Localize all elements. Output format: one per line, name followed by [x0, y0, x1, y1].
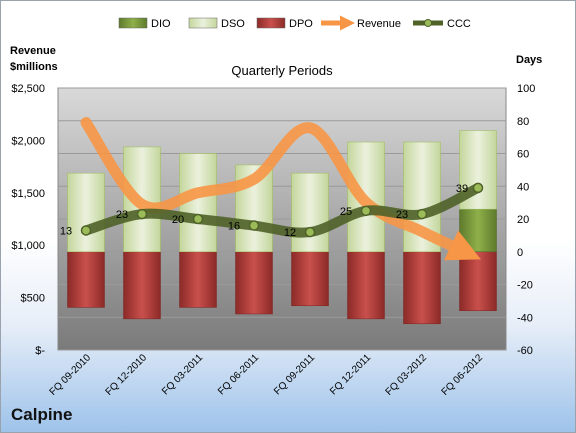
category-label: FQ 09-2010 — [48, 352, 94, 398]
chart-title: Quarterly Periods — [231, 63, 333, 78]
bar-dpo — [179, 251, 217, 308]
bar-dpo — [291, 251, 329, 307]
legend-swatch-dio — [118, 17, 148, 29]
legend-label: CCC — [447, 18, 471, 30]
ccc-data-label: 39 — [456, 183, 468, 195]
ccc-data-label: 25 — [340, 206, 352, 218]
category-label: FQ 09-2011 — [272, 352, 317, 397]
ccc-point — [248, 220, 260, 231]
bar-dpo — [403, 251, 441, 325]
category-label: FQ 12-2010 — [104, 352, 150, 398]
ccc-point — [80, 225, 92, 236]
category-label: FQ 06-2012 — [440, 352, 486, 398]
left-tick-label: $500 — [21, 293, 45, 305]
ccc-point — [192, 213, 204, 225]
ccc-data-label: 20 — [172, 214, 184, 226]
legend-label: DSO — [221, 18, 245, 30]
left-tick-label: $2,500 — [11, 83, 45, 95]
bar-dpo — [459, 251, 497, 311]
right-axis-title: Days — [516, 54, 542, 66]
revenue-line — [80, 117, 481, 261]
right-tick-label: -20 — [517, 280, 533, 292]
left-axis-title: Revenue — [10, 45, 56, 57]
left-tick-label: $1,500 — [11, 188, 45, 200]
ccc-data-label: 23 — [116, 209, 128, 221]
left-tick-label: $1,000 — [11, 240, 45, 252]
ccc-data-label: 16 — [228, 221, 240, 233]
ccc-point — [136, 208, 148, 220]
category-label: FQ 06-2011 — [216, 352, 261, 397]
legend-label: DIO — [151, 18, 171, 30]
ccc-data-label: 23 — [396, 209, 408, 221]
legend-label: DPO — [289, 18, 313, 30]
category-label: FQ 12-2011 — [328, 352, 373, 397]
right-tick-label: 0 — [517, 247, 523, 259]
bar-dso — [347, 141, 385, 253]
bar-dio — [459, 208, 497, 253]
right-tick-label: 60 — [517, 149, 529, 161]
left-tick-label: $2,000 — [11, 135, 45, 147]
legend-swatch-dso — [188, 17, 218, 29]
right-tick-label: -60 — [517, 345, 533, 357]
bar-dpo — [347, 251, 385, 320]
legend-label: Revenue — [357, 18, 401, 30]
bar-dso — [291, 172, 329, 252]
category-label: FQ 03-2012 — [384, 352, 430, 398]
ccc-point — [360, 205, 372, 217]
left-axis-title-units: $millions — [10, 61, 58, 73]
bar-dso — [67, 172, 105, 252]
ccc-point — [416, 208, 428, 220]
ccc-data-label: 13 — [60, 225, 72, 237]
right-tick-label: -40 — [517, 312, 533, 324]
ccc-point — [472, 182, 484, 194]
ccc-point — [304, 226, 316, 238]
right-tick-label: 20 — [517, 214, 529, 226]
bar-dpo — [67, 251, 105, 308]
right-tick-label: 100 — [517, 83, 535, 95]
company-name: Calpine — [11, 405, 73, 424]
bar-dpo — [123, 251, 161, 320]
ccc-data-label: 12 — [284, 227, 296, 239]
right-tick-label: 40 — [517, 181, 529, 193]
bar-dpo — [235, 251, 273, 315]
left-tick-label: $- — [35, 345, 45, 357]
legend-swatch-ccc-marker — [424, 19, 432, 27]
right-tick-label: 80 — [517, 116, 529, 128]
category-label: FQ 03-2011 — [160, 352, 205, 397]
legend-swatch-dpo — [256, 17, 286, 29]
